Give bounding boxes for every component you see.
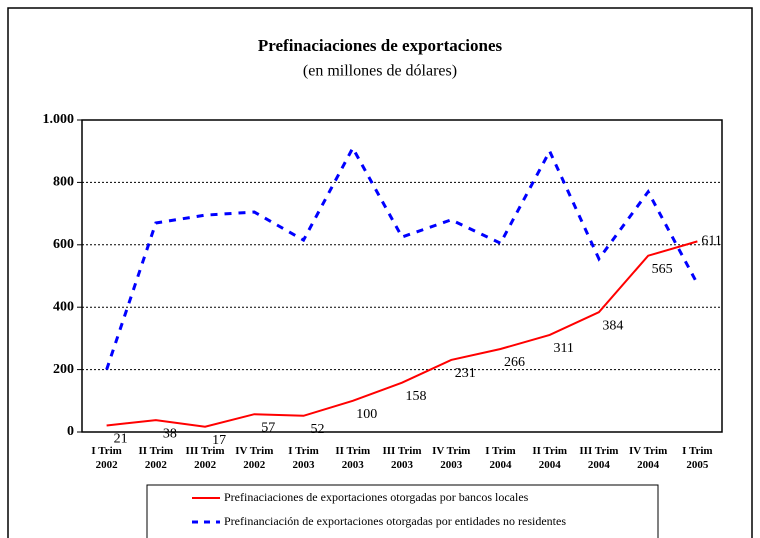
plot-area — [81, 119, 723, 433]
series-line — [105, 144, 699, 371]
legend-label: Prefinaciaciones de exportaciones otorga… — [224, 490, 529, 504]
data-label: 311 — [553, 341, 573, 356]
x-tick-label: III Trim 2003 — [382, 445, 422, 471]
x-tick-label: I Trim 2003 — [288, 445, 319, 471]
x-tick-label: I Trim 2002 — [91, 445, 122, 471]
data-label: 17 — [212, 433, 226, 448]
chart-frame — [7, 7, 753, 538]
series-line — [106, 240, 698, 428]
y-tick-label: 0 — [67, 424, 74, 439]
y-tick-label: 800 — [53, 175, 74, 190]
data-label: 38 — [163, 426, 177, 441]
data-label: 100 — [356, 407, 377, 422]
x-tick-label: I Trim 2004 — [485, 445, 516, 471]
x-tick-label: I Trim 2005 — [682, 445, 713, 471]
y-tick-label: 600 — [53, 237, 74, 252]
x-tick-label: II Trim 2004 — [532, 445, 568, 471]
x-tick-label: III Trim 2002 — [185, 445, 225, 471]
data-label: 158 — [406, 389, 427, 404]
y-tick-label: 400 — [53, 299, 74, 314]
data-label: 611 — [701, 234, 721, 249]
chart-title: Prefinaciaciones de exportaciones — [258, 36, 503, 55]
data-label: 384 — [602, 318, 623, 333]
data-label: 57 — [261, 420, 275, 435]
x-tick-label: III Trim 2004 — [579, 445, 619, 471]
data-label: 52 — [311, 422, 325, 437]
legend — [146, 484, 659, 538]
x-tick-label: IV Trim 2002 — [235, 445, 274, 471]
x-tick-label: IV Trim 2004 — [629, 445, 668, 471]
x-tick-label: II Trim 2003 — [335, 445, 371, 471]
y-tick-label: 200 — [53, 362, 74, 377]
data-label: 21 — [114, 432, 128, 447]
data-label: 266 — [504, 355, 525, 370]
data-label: 565 — [652, 262, 673, 277]
x-tick-label: IV Trim 2003 — [432, 445, 471, 471]
data-label: 231 — [455, 366, 476, 381]
y-tick-label: 1.000 — [43, 112, 75, 127]
legend-label: Prefinanciación de exportaciones otorgad… — [224, 514, 566, 528]
chart-subtitle: (en millones de dólares) — [303, 63, 457, 80]
x-tick-label: II Trim 2002 — [138, 445, 174, 471]
